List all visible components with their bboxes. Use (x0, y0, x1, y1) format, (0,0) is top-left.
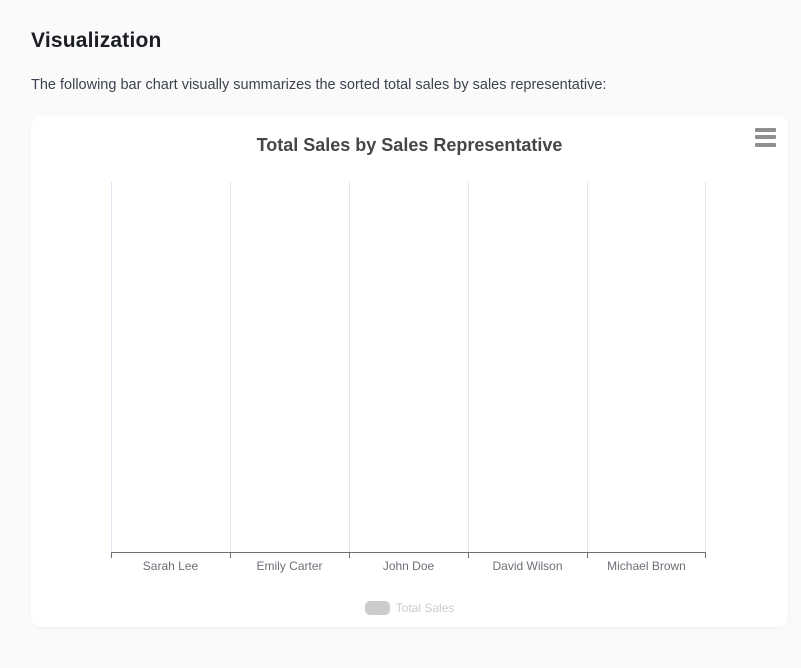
gridline (705, 182, 706, 552)
chart-title: Total Sales by Sales Representative (256, 135, 563, 155)
x-axis-tick (587, 553, 588, 558)
chart-card: Total Sales by Sales Representative Sara… (31, 115, 788, 627)
x-axis-label: Michael Brown (607, 559, 686, 573)
x-axis-label: David Wilson (492, 559, 563, 573)
x-axis-tick (349, 553, 350, 558)
x-axis-tick (705, 553, 706, 558)
gridline (349, 182, 350, 552)
chart-description-text: The following bar chart visually summari… (31, 77, 607, 93)
chart-plot-area: Sarah Lee Emily Carter John Doe David Wi… (111, 182, 706, 573)
page-title: Visualization (31, 29, 162, 52)
legend-swatch-icon (364, 601, 390, 615)
x-axis-label: Emily Carter (256, 559, 323, 573)
gridline (111, 182, 112, 552)
chart-menu-button[interactable] (754, 127, 776, 147)
gridline (468, 182, 469, 552)
x-axis-tick (230, 553, 231, 558)
legend-label: Total Sales (395, 601, 455, 615)
hamburger-menu-icon (754, 127, 776, 147)
x-axis-tick (111, 553, 112, 558)
x-axis-label: John Doe (382, 559, 435, 573)
gridline (230, 182, 231, 552)
x-axis-label: Sarah Lee (142, 559, 199, 573)
hamburger-bar (754, 142, 776, 147)
x-axis-labels: Sarah Lee Emily Carter John Doe David Wi… (111, 559, 706, 573)
hamburger-bar (754, 135, 776, 139)
x-axis-tick (468, 553, 469, 558)
legend-item-total-sales[interactable]: Total Sales (31, 601, 788, 615)
hamburger-bar (754, 127, 776, 132)
gridline (587, 182, 588, 552)
